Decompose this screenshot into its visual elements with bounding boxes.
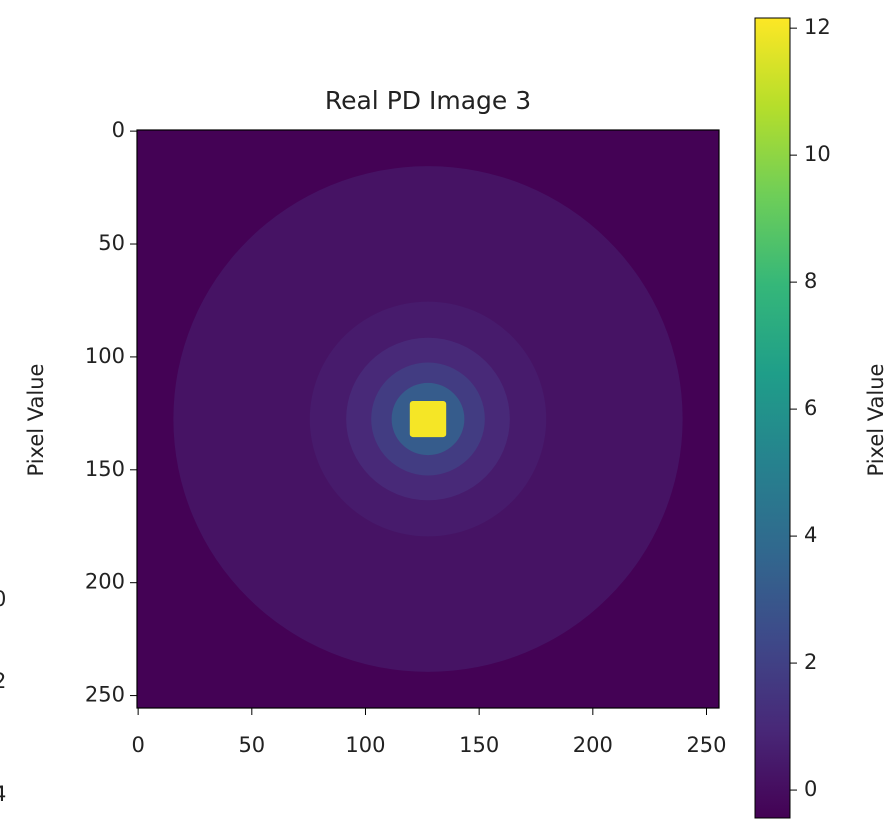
colorbar <box>754 17 791 819</box>
peak <box>409 400 447 438</box>
y-tick-label: 200 <box>85 570 125 594</box>
cropped-tick-label: 2 <box>0 669 6 693</box>
axes-frame <box>136 129 720 709</box>
colorbar-tick-label: 8 <box>804 269 817 293</box>
colorbar-tick-label: 12 <box>804 15 831 39</box>
x-tick-label: 150 <box>459 733 499 757</box>
y-axis-label: Pixel Value <box>24 364 48 477</box>
y-tick-label: 0 <box>112 118 125 142</box>
x-tick-label: 50 <box>238 733 265 757</box>
chart-title: Real PD Image 3 <box>325 86 531 115</box>
cropped-tick-label: 4 <box>0 782 6 806</box>
colorbar-tick-label: 10 <box>804 142 831 166</box>
colorbar-tick-label: 2 <box>804 650 817 674</box>
colorbar-tick-label: 6 <box>804 396 817 420</box>
y-tick-label: 250 <box>85 683 125 707</box>
heatmap-image <box>137 130 719 708</box>
x-tick-label: 200 <box>573 733 613 757</box>
y-tick-label: 150 <box>85 457 125 481</box>
y-tick-label: 100 <box>85 344 125 368</box>
colorbar-tick-label: 4 <box>804 523 817 547</box>
cropped-tick-label: 0 <box>0 587 6 611</box>
y-tick-label: 50 <box>98 231 125 255</box>
x-tick-label: 100 <box>345 733 385 757</box>
colorbar-tick-label: 0 <box>804 777 817 801</box>
x-tick-label: 0 <box>131 733 144 757</box>
colorbar-label: Pixel Value <box>864 364 888 477</box>
x-tick-label: 250 <box>686 733 726 757</box>
